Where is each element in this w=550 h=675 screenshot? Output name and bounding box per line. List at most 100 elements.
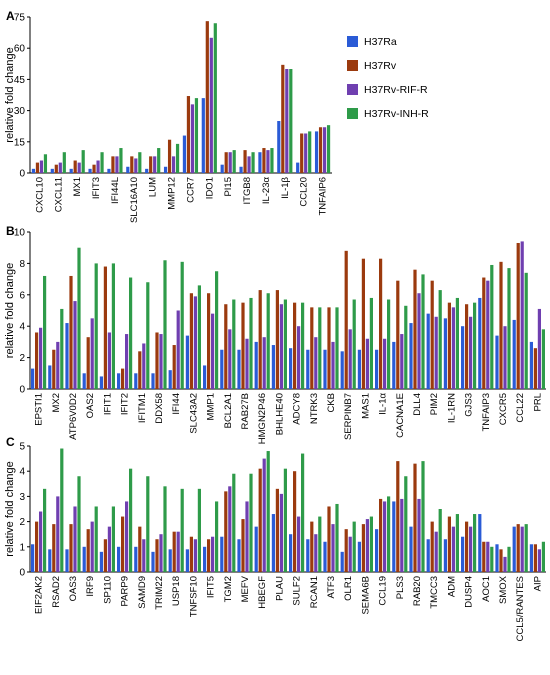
bar-ifit5-h37rv-rif-r <box>211 536 215 572</box>
bar-aip-h37rv-inh-r <box>541 541 545 572</box>
bar-epsti1-h37ra <box>31 368 35 389</box>
bar-ifi44-h37rv-inh-r <box>180 261 184 389</box>
x-tick-label-rab27b: RAB27B <box>240 393 251 429</box>
bar-irf9-h37rv <box>86 529 90 572</box>
bar-oas2-h37rv-rif-r <box>90 318 94 389</box>
bar-aoc1-h37rv-rif-r <box>486 541 490 572</box>
bar-dll4-h37rv <box>413 269 417 389</box>
bar-il-1-h37rv-rif-r <box>285 69 289 173</box>
bar-ccl19-h37rv-rif-r <box>383 501 387 572</box>
x-tick-label-lum: LUM <box>148 177 159 197</box>
x-tick-label-tgm2: TGM2 <box>223 576 234 602</box>
bar-slc16a10-h37ra <box>126 166 130 173</box>
bar-ccl22-h37ra <box>512 319 516 389</box>
bar-rsad2-h37rv-rif-r <box>56 496 60 572</box>
bar-lum-h37rv-rif-r <box>153 156 157 173</box>
bar-il-23-h37rv-inh-r <box>270 148 274 173</box>
bar-aip-h37rv-rif-r <box>537 549 541 572</box>
bar-mefv-h37rv-rif-r <box>245 501 249 572</box>
bar-ifit2-h37rv <box>121 368 125 389</box>
legend-swatch-h37ra <box>347 36 358 47</box>
bar-ccr7-h37ra <box>182 135 187 173</box>
x-tick-label-ccl22: CCL22 <box>515 393 526 423</box>
bar-bhlhe40-h37rv-rif-r <box>279 304 283 389</box>
bar-adcy8-h37rv <box>293 302 297 389</box>
bar-tnfaip6-h37rv-rif-r <box>322 127 327 173</box>
bar-smox-h37ra <box>495 544 499 572</box>
bar-prl-h37rv-inh-r <box>541 329 545 389</box>
x-tick-label-slc43a2: SLC43A2 <box>188 393 199 434</box>
bar-parp9-h37ra <box>117 546 121 572</box>
bar-cxcl10-h37rv <box>35 162 40 173</box>
y-axis-label: relative fold change <box>4 461 16 556</box>
x-tick-label-ckb: CKB <box>326 393 337 413</box>
bar-cxcl11-h37rv-rif-r <box>58 162 62 173</box>
bar-itgb8-h37rv <box>243 150 247 173</box>
legend: H37Ra H37Rv H37Rv-RIF-R H37Rv-INH-R <box>347 36 429 120</box>
bar-ifit5-h37ra <box>203 546 207 572</box>
bar-rab20-h37rv-inh-r <box>421 461 425 572</box>
bar-lum-h37ra <box>145 168 149 173</box>
bar-mas1-h37ra <box>357 349 361 389</box>
bar-ifit1-h37rv-inh-r <box>111 263 115 389</box>
bar-bcl2a1-h37rv <box>224 304 228 389</box>
bar-epsti1-h37rv-rif-r <box>39 327 43 389</box>
bar-cxcr5-h37rv-rif-r <box>503 326 507 389</box>
bar-mmp1-h37ra <box>203 365 207 389</box>
x-tick-label-tnfaip3: TNFAIP3 <box>481 393 492 432</box>
bar-il-1-h37rv <box>281 64 285 173</box>
x-tick-label-ccl20: CCL20 <box>299 177 310 207</box>
bar-irf9-h37ra <box>82 546 86 572</box>
bar-rab20-h37rv-rif-r <box>417 498 421 572</box>
bar-ifitm1-h37rv-rif-r <box>142 343 146 389</box>
bar-ccl5-rantes-h37rv <box>516 524 520 572</box>
x-tick-label-tmcc3: TMCC3 <box>429 576 440 609</box>
y-tick-label: 0 <box>19 169 25 180</box>
bar-ifit1-h37rv <box>103 266 107 389</box>
bar-hbegf-h37rv-inh-r <box>266 451 270 572</box>
bar-il-1rn-h37rv-inh-r <box>455 297 459 389</box>
x-tick-label-il-1: IL-1α <box>378 393 389 415</box>
bar-plau-h37rv <box>275 488 279 572</box>
bar-ccl19-h37rv-inh-r <box>387 496 391 572</box>
bar-smox-h37rv-rif-r <box>503 556 507 572</box>
bar-cxcr5-h37rv <box>499 261 503 389</box>
bar-mmp1-h37rv-rif-r <box>211 313 215 389</box>
bar-il-23-h37rv <box>262 148 266 173</box>
x-tick-label-ifi44: IFI44 <box>171 393 182 415</box>
legend-swatch-h37rv-inh-r <box>347 108 358 119</box>
x-tick-label-pim2: PIM2 <box>429 393 440 415</box>
bar-ifi44l-h37rv-rif-r <box>115 156 119 173</box>
bar-samd9-h37rv <box>138 526 142 572</box>
bar-rcan1-h37rv-rif-r <box>314 534 318 572</box>
bar-smox-h37rv <box>499 549 503 572</box>
x-tick-label-ifi44l: IFI44L <box>110 177 121 204</box>
x-tick-label-pls3: PLS3 <box>395 576 406 599</box>
bar-adm-h37rv <box>447 516 451 572</box>
bar-mx2-h37rv-rif-r <box>56 341 60 389</box>
bar-sema6b-h37rv-rif-r <box>365 519 369 572</box>
bar-eif2ak2-h37ra <box>31 544 35 572</box>
y-tick-label: 5 <box>19 442 25 453</box>
bar-ifit1-h37rv-rif-r <box>107 332 111 389</box>
bar-mmp12-h37rv-rif-r <box>171 156 176 173</box>
bar-olr1-h37rv-rif-r <box>348 536 352 572</box>
x-tick-label-ifit1: IFIT1 <box>102 393 113 415</box>
bar-atf3-h37rv-inh-r <box>335 503 339 572</box>
bar-irf9-h37rv-rif-r <box>90 521 94 572</box>
bar-plau-h37rv-inh-r <box>283 468 287 572</box>
bar-dusp4-h37rv-rif-r <box>469 526 473 572</box>
bar-il-23-h37ra <box>258 152 262 173</box>
bar-bcl2a1-h37ra <box>220 349 224 389</box>
y-tick-label: 1 <box>19 542 25 553</box>
bar-mmp12-h37ra <box>163 166 168 173</box>
bar-prl-h37ra <box>529 341 533 389</box>
bar-prl-h37rv-rif-r <box>537 308 541 389</box>
legend-label-h37rv: H37Rv <box>364 60 397 72</box>
x-tick-label-adcy8: ADCY8 <box>292 393 303 425</box>
x-tick-label-epsti1: EPSTI1 <box>34 393 45 426</box>
y-tick-label: 2 <box>19 517 25 528</box>
bar-ifitm1-h37rv <box>138 351 142 389</box>
bar-epsti1-h37rv-inh-r <box>43 275 47 389</box>
